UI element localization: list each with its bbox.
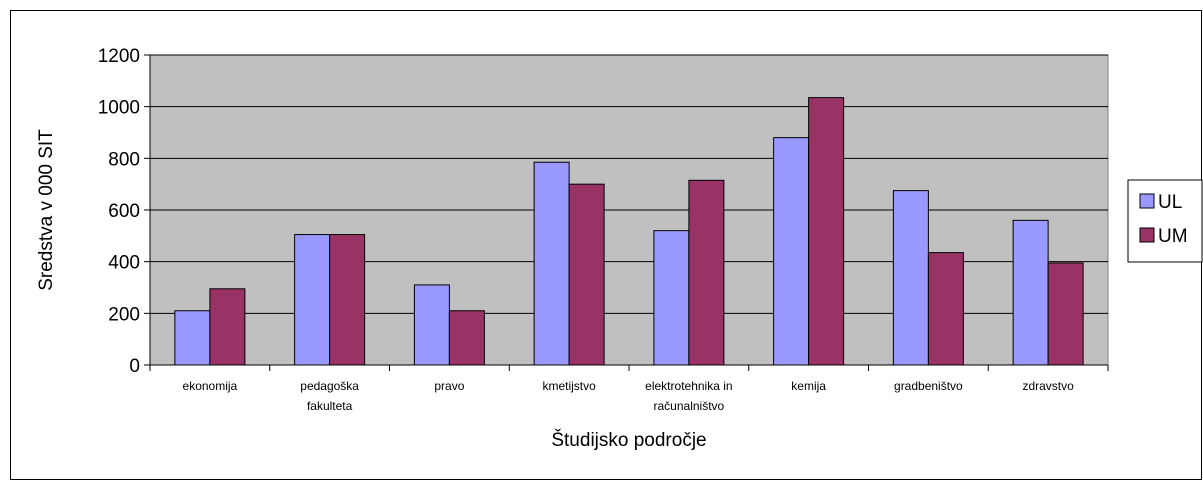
y-tick-label: 200 [108, 304, 140, 325]
y-tick-label: 400 [108, 253, 140, 274]
x-category-label: kemija [791, 379, 826, 393]
bar-ul [1012, 219, 1049, 366]
y-tick-label: 1000 [98, 98, 140, 119]
x-category-label: elektrotehnika in [645, 379, 732, 393]
bar-um [448, 310, 485, 366]
bar-ul [174, 310, 211, 366]
legend: UL UM [1127, 179, 1203, 263]
bar-um [329, 234, 366, 366]
bar-ul [892, 190, 929, 366]
bar-ul [413, 284, 450, 366]
y-tick-label: 800 [108, 149, 140, 170]
y-tick-labels: 0 200 400 600 800 1000 1200 [98, 46, 140, 377]
bar-ul [533, 161, 570, 366]
legend-swatch-um [1139, 227, 1155, 243]
bar-um [209, 288, 246, 366]
x-category-label: zdravstvo [1022, 379, 1074, 393]
legend-label-ul: UL [1158, 192, 1182, 213]
bar-ul [773, 137, 810, 366]
legend-swatch-ul [1139, 193, 1155, 209]
bar-um [808, 97, 845, 366]
y-tick-label: 600 [108, 201, 140, 222]
x-category-labels: ekonomija pedagoška fakulteta pravo kmetijst… [183, 379, 1075, 413]
x-category-label: ekonomija [183, 379, 238, 393]
x-category-label: pedagoška [300, 379, 359, 393]
y-tick-label: 0 [129, 356, 140, 377]
axes [144, 54, 1109, 371]
legend-label-um: UM [1158, 226, 1188, 247]
bar-um [1047, 262, 1084, 366]
y-axis-title: Sredstva v 000 SIT [36, 129, 57, 291]
x-category-label: fakulteta [307, 399, 353, 413]
bar-um [927, 252, 964, 366]
x-category-label: kmetijstvo [542, 379, 596, 393]
bar-um [688, 179, 725, 366]
bar-um [568, 183, 605, 366]
bar-ul [653, 230, 690, 366]
x-axis-title: Študijsko področje [551, 429, 706, 451]
x-category-label: pravo [434, 379, 464, 393]
x-category-label: računalništvo [654, 399, 725, 413]
bars [174, 97, 1084, 366]
y-tick-label: 1200 [98, 46, 140, 67]
bar-ul [294, 234, 331, 366]
x-category-label: gradbeništvo [894, 379, 963, 393]
